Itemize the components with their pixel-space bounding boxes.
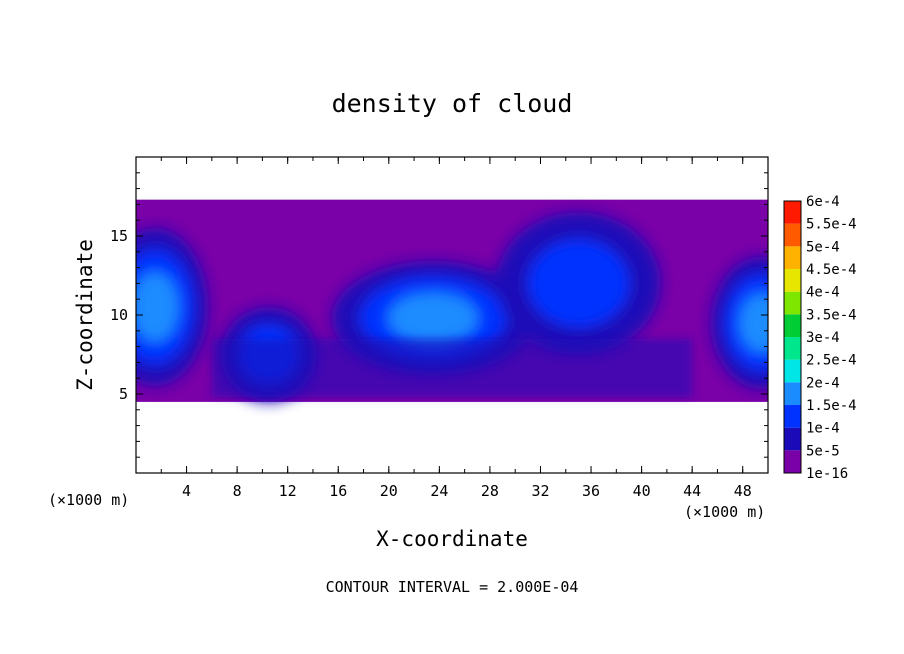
colorbar-cell-4: [784, 359, 801, 383]
colorbar-frame: [783, 200, 802, 474]
colorbar-cell-0: [784, 450, 801, 473]
colorbar-cell-7: [784, 291, 801, 315]
colorbar-label-5: 2.5e-4: [806, 353, 857, 369]
x-tick-label-8: 36: [582, 482, 600, 500]
x-axis-label: X-coordinate: [376, 527, 528, 551]
colorbar-label-2: 1e-4: [806, 421, 840, 437]
x-tick-label-0: 4: [182, 482, 191, 500]
x-tick-label-2: 12: [279, 482, 297, 500]
x-tick-label-6: 28: [481, 482, 499, 500]
y-tick-label-0: 5: [119, 385, 128, 403]
colorbar-cell-5: [784, 337, 801, 360]
colorbar: 1e-16 5e-5 1e-4 1.5e-4 2e-4 2.5e-4 3e-4 3.5e-4 4…: [783, 194, 857, 482]
y-tick-label-2: 15: [110, 227, 128, 245]
cloud-density-field: [136, 199, 768, 402]
x-tick-label-4: 20: [380, 482, 398, 500]
density-blob-2-level-3: [388, 292, 478, 344]
y-axis-label: Z-coordinate: [73, 239, 97, 391]
colorbar-label-0: 1e-16: [806, 466, 848, 482]
density-blob-4-level-3: [739, 293, 768, 353]
colorbar-label-8: 4e-4: [806, 285, 840, 301]
colorbar-label-9: 4.5e-4: [806, 262, 857, 278]
density-blob-0-level-3: [136, 271, 179, 343]
colorbar-label-11: 5.5e-4: [806, 217, 857, 233]
colorbar-label-12: 6e-4: [806, 194, 840, 210]
chart-title: density of cloud: [332, 89, 573, 118]
x-tick-label-5: 24: [430, 482, 448, 500]
x-tick-label-9: 40: [633, 482, 651, 500]
colorbar-cell-10: [784, 223, 801, 247]
colorbar-cell-1: [784, 427, 801, 451]
colorbar-label-10: 5e-4: [806, 239, 840, 255]
x-tick-label-1: 8: [233, 482, 242, 500]
colorbar-cell-2: [784, 405, 801, 428]
x-tick-label-3: 16: [329, 482, 347, 500]
colorbar-cell-9: [784, 246, 801, 269]
contour-interval-note: CONTOUR INTERVAL = 2.000E-04: [326, 578, 579, 596]
colorbar-label-4: 2e-4: [806, 375, 840, 391]
x-tick-label-10: 44: [683, 482, 701, 500]
x-unit-left: (×1000 m): [48, 491, 129, 509]
lower-cloud-band: [211, 338, 693, 398]
colorbar-cell-6: [784, 314, 801, 337]
x-tick-label-11: 48: [734, 482, 752, 500]
x-tick-label-7: 32: [531, 482, 549, 500]
colorbar-label-3: 1.5e-4: [806, 398, 857, 414]
colorbar-cell-8: [784, 269, 801, 292]
x-unit-right: (×1000 m): [684, 503, 765, 521]
y-tick-label-1: 10: [110, 306, 128, 324]
colorbar-cell-11: [784, 201, 801, 224]
colorbar-label-7: 3.5e-4: [806, 307, 857, 323]
colorbar-label-1: 5e-5: [806, 443, 840, 459]
colorbar-cell-3: [784, 382, 801, 405]
density-blob-3-level-2: [527, 239, 629, 328]
colorbar-label-6: 3e-4: [806, 330, 840, 346]
